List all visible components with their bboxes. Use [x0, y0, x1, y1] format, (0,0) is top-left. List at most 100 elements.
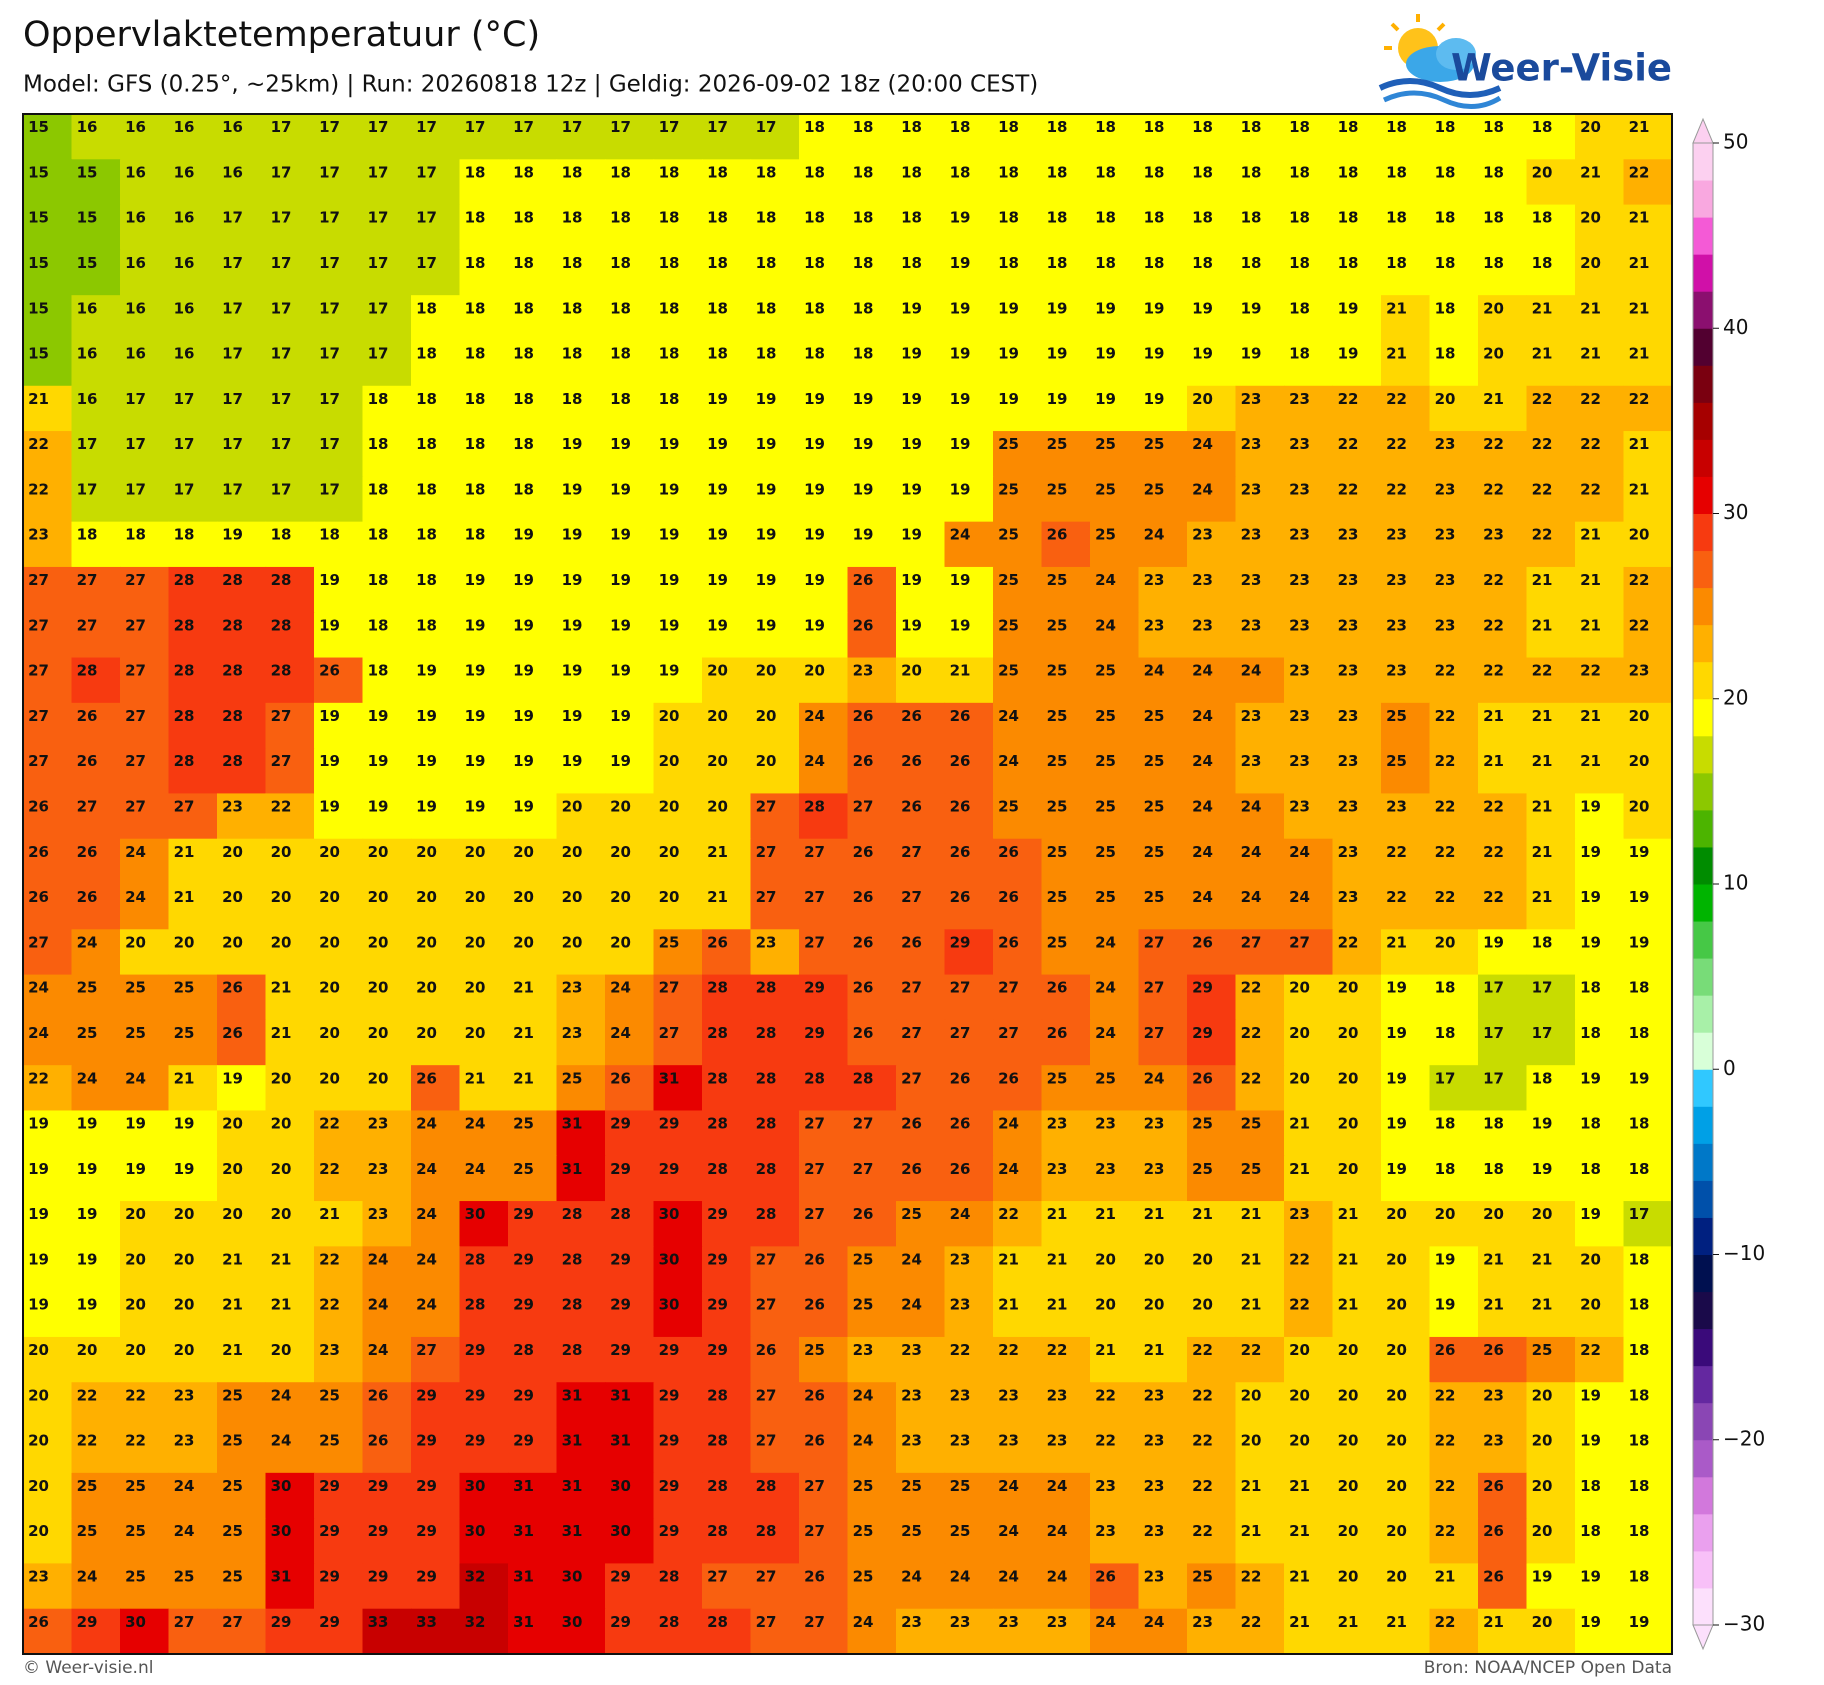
temperature-cell: [168, 1472, 218, 1519]
temperature-label: 21: [28, 390, 49, 408]
temperature-label: 18: [659, 209, 680, 227]
temperature-label: 18: [756, 299, 777, 317]
temperature-label: 21: [1289, 1568, 1310, 1586]
temperature-cell: [1623, 1110, 1673, 1157]
temperature-label: 20: [1386, 1296, 1407, 1314]
temperature-label: 21: [950, 662, 971, 680]
temperature-cell: [71, 385, 121, 432]
temperature-cell: [508, 838, 558, 885]
temperature-label: 26: [853, 707, 874, 725]
temperature-label: 26: [77, 707, 98, 725]
temperature-cell: [896, 159, 946, 206]
temperature-cell: [1429, 249, 1479, 296]
temperature-label: 22: [1192, 1477, 1213, 1495]
temperature-cell: [1575, 1563, 1625, 1610]
temperature-label: 27: [804, 1522, 825, 1540]
temperature-label: 23: [1386, 662, 1407, 680]
temperature-label: 21: [707, 888, 728, 906]
temperature-cell: [71, 657, 121, 704]
temperature-label: 21: [1144, 1341, 1165, 1359]
temperature-label: 25: [125, 979, 146, 997]
temperature-cell: [362, 476, 412, 523]
temperature-label: 18: [1047, 118, 1068, 136]
temperature-cell: [847, 838, 897, 885]
temperature-label: 18: [1483, 163, 1504, 181]
temperature-cell: [1332, 566, 1382, 613]
temperature-cell: [508, 1336, 558, 1383]
temperature-cell: [993, 431, 1043, 477]
temperature-label: 24: [416, 1250, 437, 1268]
temperature-label: 22: [1047, 1341, 1068, 1359]
temperature-cell: [1235, 748, 1285, 795]
temperature-cell: [362, 1608, 412, 1655]
temperature-cell: [896, 974, 946, 1021]
temperature-label: 18: [1580, 1522, 1601, 1540]
temperature-label: 20: [416, 979, 437, 997]
temperature-cell: [120, 1518, 170, 1565]
temperature-cell: [168, 1291, 218, 1338]
temperature-label: 18: [998, 118, 1019, 136]
temperature-label: 22: [1580, 480, 1601, 498]
temperature-label: 18: [1532, 118, 1553, 136]
temperature-label: 18: [756, 254, 777, 272]
temperature-label: 22: [1289, 1250, 1310, 1268]
temperature-cell: [1235, 114, 1285, 160]
temperature-label: 26: [1095, 1568, 1116, 1586]
temperature-label: 26: [1047, 979, 1068, 997]
temperature-cell: [702, 793, 752, 840]
temperature-cell: [653, 385, 703, 432]
temperature-label: 25: [77, 1024, 98, 1042]
temperature-label: 20: [1532, 163, 1553, 181]
temperature-label: 26: [853, 979, 874, 997]
temperature-label: 23: [1241, 435, 1262, 453]
temperature-label: 19: [465, 707, 486, 725]
temperature-cell: [1478, 657, 1528, 704]
temperature-cell: [1478, 838, 1528, 885]
temperature-label: 19: [950, 571, 971, 589]
temperature-cell: [556, 974, 606, 1021]
temperature-label: 25: [77, 979, 98, 997]
temperature-label: 28: [707, 1115, 728, 1133]
temperature-cell: [653, 1563, 703, 1610]
temperature-cell: [1041, 1201, 1091, 1247]
temperature-cell: [1235, 657, 1285, 704]
temperature-cell: [605, 1427, 655, 1474]
temperature-cell: [556, 1065, 606, 1112]
temperature-cell: [944, 1472, 994, 1519]
temperature-cell: [750, 1472, 800, 1519]
temperature-label: 25: [1192, 1568, 1213, 1586]
temperature-cell: [265, 521, 315, 568]
temperature-label: 20: [1580, 118, 1601, 136]
temperature-label: 20: [222, 933, 243, 951]
temperature-label: 29: [610, 1568, 631, 1586]
temperature-cell: [314, 1563, 364, 1610]
temperature-label: 27: [901, 843, 922, 861]
temperature-label: 20: [1629, 707, 1650, 725]
temperature-cell: [944, 748, 994, 795]
temperature-label: 22: [28, 1069, 49, 1087]
temperature-label: 31: [562, 1432, 583, 1450]
temperature-label: 20: [174, 933, 195, 951]
temperature-label: 15: [28, 163, 49, 181]
temperature-cell: [411, 1427, 461, 1474]
temperature-cell: [508, 657, 558, 704]
temperature-label: 20: [28, 1341, 49, 1359]
temperature-cell: [1575, 1065, 1625, 1112]
temperature-cell: [1381, 657, 1431, 704]
temperature-label: 26: [853, 1205, 874, 1223]
temperature-cell: [1090, 521, 1140, 568]
colorbar-band: [1693, 1032, 1713, 1070]
temperature-cell: [314, 1019, 364, 1066]
temperature-label: 24: [368, 1296, 389, 1314]
temperature-cell: [71, 748, 121, 795]
temperature-label: 18: [1435, 118, 1456, 136]
temperature-cell: [217, 657, 267, 704]
temperature-cell: [217, 159, 267, 206]
temperature-label: 19: [901, 299, 922, 317]
temperature-cell: [653, 340, 703, 387]
temperature-cell: [556, 159, 606, 206]
temperature-cell: [168, 657, 218, 704]
temperature-label: 18: [1435, 1115, 1456, 1133]
temperature-cell: [750, 114, 800, 160]
temperature-label: 20: [1241, 1432, 1262, 1450]
